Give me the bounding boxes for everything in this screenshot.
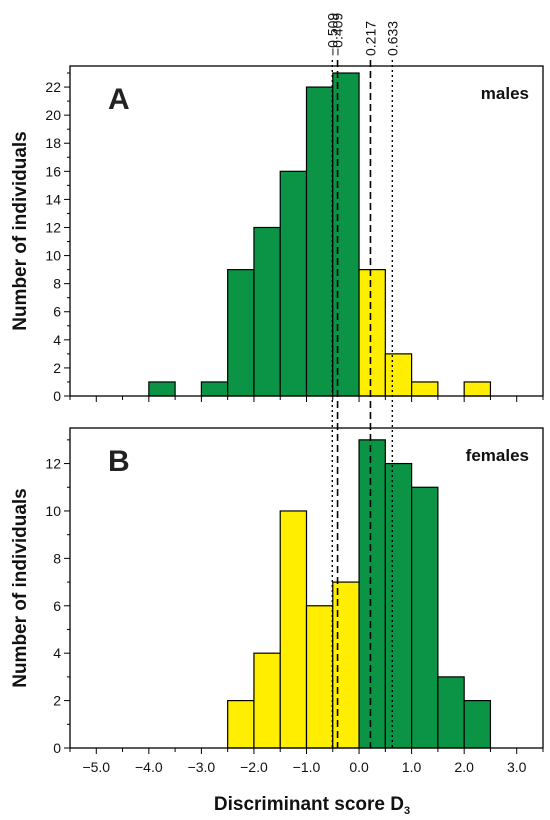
y-tick-label: 4 <box>53 645 61 661</box>
y-tick-label: 8 <box>53 276 61 292</box>
histogram-bar <box>463 699 492 749</box>
histogram-bar <box>253 652 281 749</box>
y-tick-label: 12 <box>45 219 61 235</box>
y-tick-label: 4 <box>53 332 61 348</box>
reference-line-label: 0.633 <box>384 21 400 56</box>
panel-a: 0 2 4 6 8 10 12 14 16 18 20 22 Number of individuals… <box>10 65 544 404</box>
x-tick-label: 2.0 <box>454 759 474 775</box>
x-tick-label: −1.0 <box>293 759 321 775</box>
y-tick-label: 2 <box>53 360 61 376</box>
histogram-bar <box>384 462 413 749</box>
y-tick-label: 0 <box>53 388 61 404</box>
histogram-bar <box>279 170 308 397</box>
histogram-bar <box>384 353 413 397</box>
histogram-bar <box>463 381 492 397</box>
x-tick-label: −5.0 <box>82 759 110 775</box>
panel-b: 0 2 4 6 8 10 12 Number of individuals B females <box>10 427 544 756</box>
x-tick-label: −3.0 <box>188 759 216 775</box>
x-axis-title: Discriminant score D3 <box>214 794 410 817</box>
y-tick-label: 2 <box>53 693 61 709</box>
x-tick-label: 1.0 <box>402 759 422 775</box>
panel-name: females <box>466 446 529 465</box>
histogram-bar <box>305 605 334 749</box>
x-tick-label: −4.0 <box>135 759 163 775</box>
histogram-bar <box>148 381 176 397</box>
y-tick-label: 10 <box>45 248 61 264</box>
x-tick-label: 0.0 <box>349 759 369 775</box>
y-tick-label: 10 <box>45 503 61 519</box>
y-axis-title: Number of individuals <box>10 131 31 331</box>
histogram-bar <box>305 86 334 397</box>
histogram-bar <box>332 72 360 397</box>
histogram-bar <box>358 269 386 397</box>
panel-name: males <box>481 84 529 103</box>
histogram-bar <box>279 510 308 749</box>
histogram-bar <box>227 699 255 749</box>
histogram-bar <box>411 381 439 397</box>
histogram-bar <box>332 581 360 749</box>
y-tick-label: 6 <box>53 598 61 614</box>
panel-letter: B <box>108 445 130 478</box>
y-tick-label: 8 <box>53 550 61 566</box>
panel-letter: A <box>108 83 130 116</box>
reference-line-label: 0.217 <box>362 21 378 56</box>
x-tick-label: 3.0 <box>507 759 527 775</box>
histogram-bar <box>253 226 281 397</box>
reference-line-label: −0.509 <box>324 13 340 56</box>
x-axis-layer: −5.0 −4.0 −3.0 −2.0 −1.0 0.0 1.0 2.0 3.0 <box>82 759 526 775</box>
y-tick-label: 22 <box>45 79 61 95</box>
y-tick-label: 12 <box>45 456 61 472</box>
reference-line-label: −0.409 <box>330 13 346 56</box>
y-tick-label: 20 <box>45 107 61 123</box>
x-tick-label: −2.0 <box>240 759 268 775</box>
histogram-bar <box>358 439 386 749</box>
histogram-bar <box>437 676 465 749</box>
histogram-bar <box>200 381 229 397</box>
y-tick-label: 16 <box>45 163 61 179</box>
y-axis-title: Number of individuals <box>10 488 31 688</box>
reference-lines-layer: −0.509−0.409 0.217 0.633 <box>324 13 400 748</box>
histogram-bar <box>411 486 439 749</box>
y-tick-label: 14 <box>45 191 61 207</box>
y-tick-label: 0 <box>53 740 61 756</box>
y-tick-label: 18 <box>45 135 61 151</box>
y-tick-label: 6 <box>53 304 61 320</box>
histogram-bar <box>227 269 255 397</box>
